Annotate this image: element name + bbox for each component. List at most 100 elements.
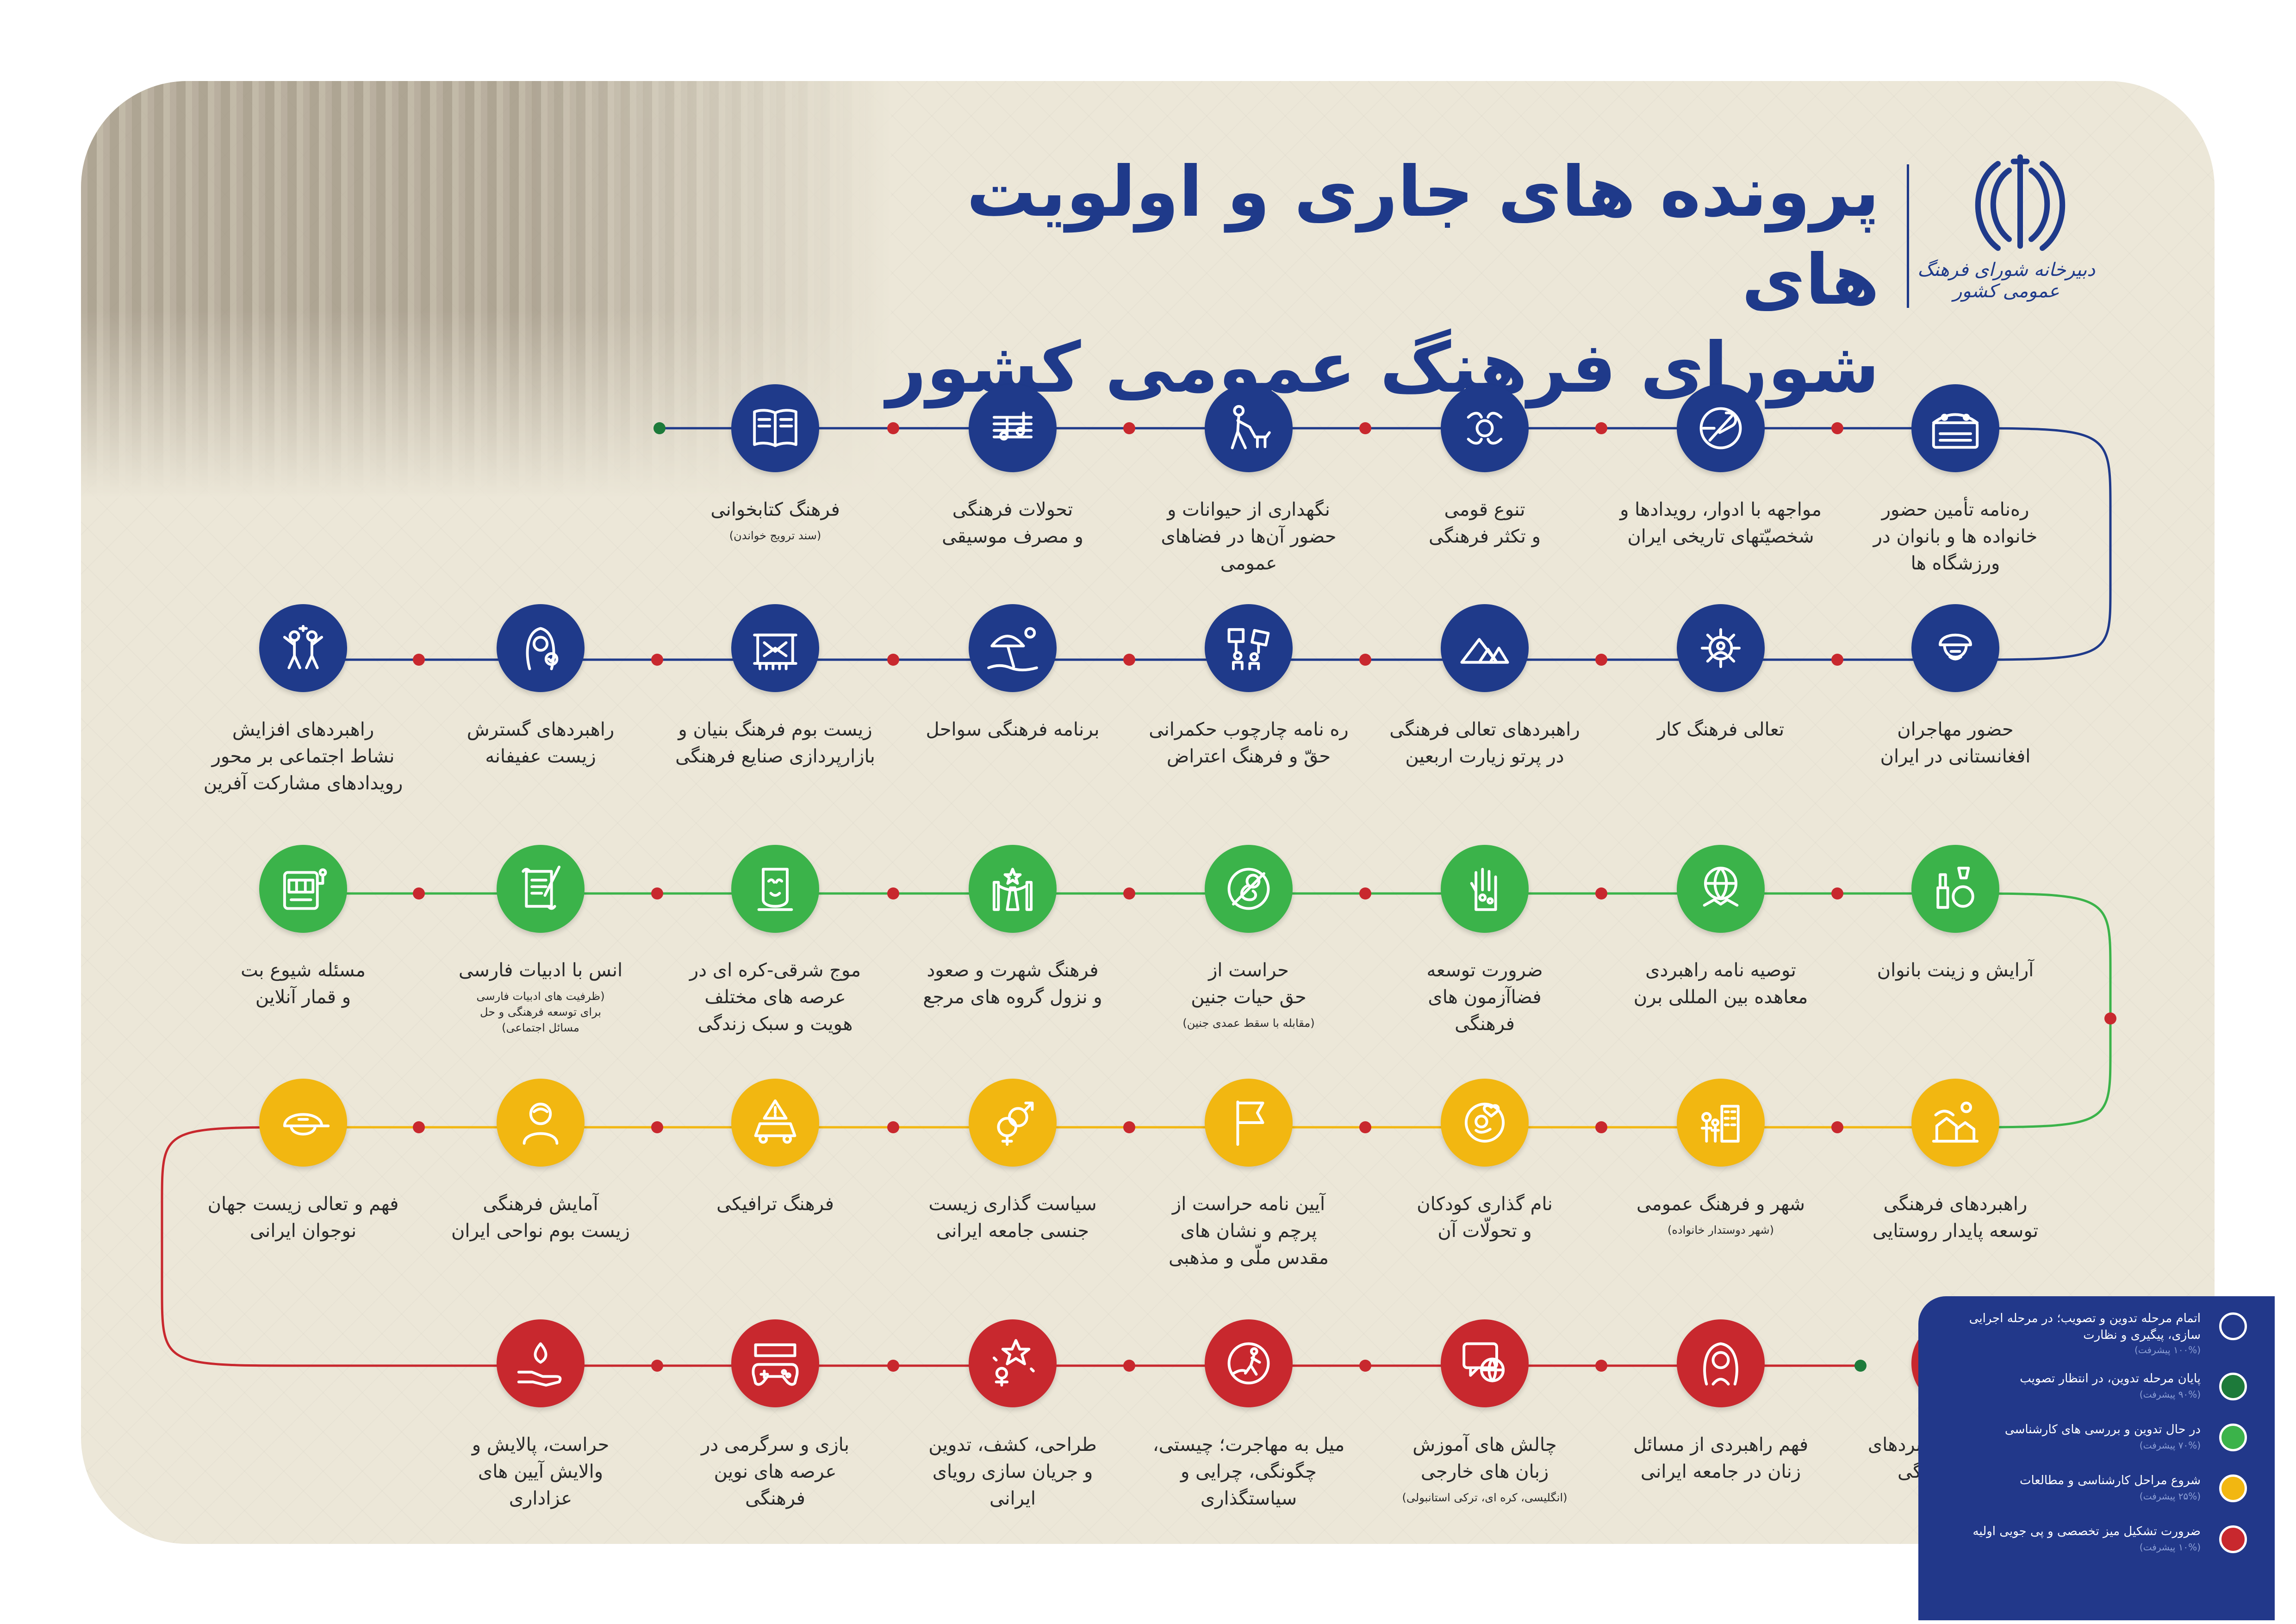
topic-icon-circle <box>969 384 1057 472</box>
topic-icon-circle <box>497 845 585 933</box>
topic-icon-circle <box>1677 384 1765 472</box>
topic-label: مواجهه با ادوار، رویدادها و شخصیّتهای تا… <box>1620 499 1822 547</box>
path-end-dot <box>1854 1360 1867 1372</box>
topic-label: فهم و تعالی زیست جهان نوجوان ایرانی <box>207 1193 399 1242</box>
path-dot <box>1595 1121 1607 1133</box>
path-dot <box>1359 422 1371 434</box>
topic-label: نام گذاری کودکان و تحولّات آن <box>1417 1193 1553 1242</box>
topic-label: تنوع قومی و تکثر فرهنگی <box>1429 499 1541 547</box>
beach-umbrella-icon <box>987 627 1038 672</box>
legend-label: شروع مراحل کارشناسی و مطالعات <box>2020 1474 2201 1487</box>
baby-name-icon <box>1464 1102 1505 1143</box>
topic-note: (مقابله با سقط عمدی جنین) <box>1182 1017 1315 1030</box>
path-dot <box>1595 654 1607 666</box>
topic-icon-circle <box>259 845 347 933</box>
topic-icon-circle <box>1441 1319 1529 1407</box>
topic-label: فرهنگ ترافیکی <box>716 1193 834 1215</box>
topic-icon-circle <box>1677 1319 1765 1407</box>
path-dot <box>651 654 663 666</box>
topic-item: تنوع قومی و تکثر فرهنگی <box>1374 384 1596 550</box>
path-dot <box>1359 1121 1371 1133</box>
path-dot <box>1831 422 1843 434</box>
path-dot <box>1123 422 1135 434</box>
globe-handshake-icon <box>1703 867 1739 907</box>
topic-item: حضور مهاجران افغانستانی در ایران <box>1844 604 2066 770</box>
path-dot <box>887 887 899 899</box>
topic-item: فهم و تعالی زیست جهان نوجوان ایرانی <box>192 1079 414 1244</box>
legend-percent: (۹۰% پیشرفت) <box>2139 1389 2201 1400</box>
path-turn-right-2 <box>1955 892 2112 1129</box>
topic-label: موج شرقی-کره ای در عرصه های مختلف هویت و… <box>689 960 861 1035</box>
topic-item: راهبردهای فرهنگی توسعه پایدار روستایی <box>1844 1079 2066 1244</box>
topic-item: بازی و سرگرمی در عرصه های نوین فرهنگی <box>664 1319 886 1512</box>
topic-label: آمایش فرهنگی زیست بوم نواحی ایران <box>451 1193 630 1242</box>
path-dot <box>887 1360 899 1372</box>
topic-label: چالش های آموزش زبان های خارجی <box>1412 1434 1557 1482</box>
topic-item: آرایش و زینت بانوان <box>1844 845 2066 984</box>
topic-icon-circle <box>1205 384 1293 472</box>
topic-label: راهبردهای تعالی فرهنگی در پرتو زیارت ارب… <box>1389 719 1580 767</box>
topic-item: چالش های آموزش زبان های خارجی (انگلیسی، ک… <box>1374 1319 1596 1505</box>
topic-label: آرایش و زینت بانوان <box>1877 960 2034 981</box>
path-turn-left <box>161 1126 304 1367</box>
cosmetics-icon <box>1936 867 1974 909</box>
legend-row: اتمام مرحله تدوین و تصویب؛ در مرحله اجرا… <box>1937 1310 2261 1361</box>
hand-flame-icon <box>517 1342 562 1387</box>
path-start-dot <box>653 422 666 434</box>
topic-item: موج شرقی-کره ای در عرصه های مختلف هویت و… <box>664 845 886 1037</box>
topic-item: ره نامه چارچوب حکمرانی حقّ و فرهنگ اعترا… <box>1138 604 1360 770</box>
topic-icon-circle <box>497 1079 585 1167</box>
hands-diversity-icon <box>1467 412 1503 445</box>
topic-item: طراحی، کشف، تدوین و جریان سازی رویای ایر… <box>902 1319 1124 1512</box>
topic-label: فرهنگ کتابخوانی <box>710 499 840 520</box>
topic-note: (انگلیسی، کره ای، ترکی استانبولی) <box>1402 1491 1568 1504</box>
path-dot <box>1595 1360 1607 1372</box>
topic-item: مواجهه با ادوار، رویدادها و شخصیّتهای تا… <box>1610 384 1832 550</box>
topic-item: توصیه نامه راهبردی معاهده بین المللی برن <box>1610 845 1832 1011</box>
migrant-turban-icon <box>1939 633 1972 661</box>
topic-label: تعالی فرهنگ کار <box>1657 719 1785 740</box>
path-dot <box>887 422 899 434</box>
topic-item: برنامه فرهنگی سواحل <box>902 604 1124 743</box>
topic-item: انس با ادبیات فارسی (ظرفیت های ادبیات فار… <box>429 845 652 1036</box>
legend-label: در حال تدوین و بررسی های کارشناسی <box>2004 1423 2201 1437</box>
legend-status-dot <box>2219 1373 2247 1400</box>
topic-icon-circle <box>969 845 1057 933</box>
topic-note: (سند ترویج خواندن) <box>729 529 821 542</box>
topic-icon-circle <box>1911 1079 1999 1167</box>
topic-item: زیست بوم فرهنگ بنیان و بازارپردازی صنایع… <box>664 604 886 770</box>
path-dot <box>1595 422 1607 434</box>
legend-row: در حال تدوین و بررسی های کارشناسی (۷۰% پی… <box>1937 1421 2261 1472</box>
korean-mask-icon <box>757 868 793 911</box>
topic-label: راهبردهای افزایش نشاط اجتماعی بر محور رو… <box>203 719 403 794</box>
legend-percent: (۱۰۰% پیشرفت) <box>2134 1344 2201 1355</box>
topic-icon-circle <box>1205 1319 1293 1407</box>
title-block: پرونده های جاری و اولویت های شورای فرهنگ… <box>861 148 1879 412</box>
dream-star-icon <box>992 1339 1035 1387</box>
language-chat-icon <box>1462 1342 1505 1382</box>
legend-label: پایان مرحله تدوین، در انتظار تصویب <box>2020 1372 2201 1386</box>
topic-icon-circle <box>1677 845 1765 933</box>
slot-machine-icon <box>283 868 327 910</box>
path-dot <box>1359 654 1371 666</box>
path-dot <box>651 1360 663 1372</box>
history-quill-icon <box>1699 407 1742 450</box>
topic-label: میل به مهاجرت؛ چیستی، چگونگی، چرایی و سی… <box>1152 1434 1345 1509</box>
topic-item: ضرورت توسعه فضاآزمون های فرهنگی <box>1374 845 1596 1037</box>
topic-label: زیست بوم فرهنگ بنیان و بازارپردازی صنایع… <box>675 719 875 767</box>
topic-icon-circle <box>497 1319 585 1407</box>
topic-note: (شهر دوستدار خانواده) <box>1667 1224 1774 1237</box>
topic-label: حراست از حق حیات جنین <box>1191 960 1307 1008</box>
topic-label: نگهداری از حیوانات و حضور آن‌ها در فضاها… <box>1161 499 1337 574</box>
teen-cap-icon <box>283 1113 330 1136</box>
topic-item: نام گذاری کودکان و تحولّات آن <box>1374 1079 1596 1244</box>
legend-row: ضرورت تشکیل میز تخصصی و پی جویی اولیه (۱۰… <box>1937 1523 2261 1574</box>
topic-label: برنامه فرهنگی سواحل <box>926 719 1100 740</box>
topic-icon-circle <box>1205 845 1293 933</box>
title-divider <box>1907 164 1909 308</box>
topic-icon-circle <box>969 1079 1057 1167</box>
iran-emblem-icon <box>1975 154 2066 251</box>
topic-item: سیاست گذاری زیست جنسی جامعه ایرانی <box>902 1079 1124 1244</box>
fetus-icon <box>1227 868 1270 910</box>
carpet-loom-icon <box>753 633 797 670</box>
